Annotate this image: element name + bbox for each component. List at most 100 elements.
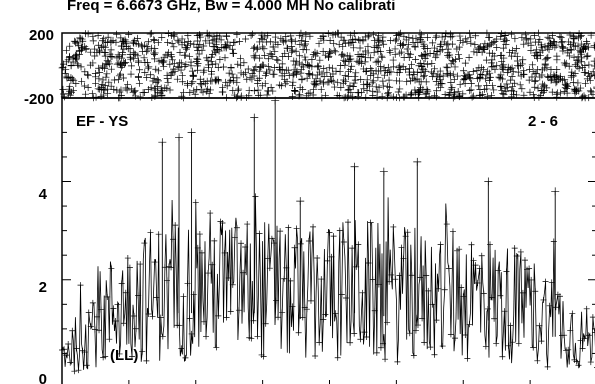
phase-point [430,65,438,73]
phase-point [474,82,482,90]
phase-point [474,45,482,53]
amp-spike-marker [350,162,359,171]
phase-point [213,31,221,39]
phase-point [534,84,542,92]
phase-point [304,61,312,69]
phase-point [582,45,590,53]
phase-point [205,31,213,39]
phase-point [152,79,160,87]
phase-point [526,65,534,73]
channel-range-label: 2 - 6 [528,113,558,130]
phase-point [267,83,275,91]
amp-point [398,244,405,251]
phase-point [194,56,202,64]
amp-point [63,352,70,359]
phase-point [222,32,230,40]
amp-point [233,224,240,231]
phase-point [551,74,559,82]
phase-point [261,33,269,41]
phase-point [296,90,304,98]
amp-point [139,348,146,355]
phase-point [517,72,525,80]
phase-point [370,49,378,57]
phase-point [426,49,434,57]
phase-point [355,36,363,44]
phase-point [375,31,382,39]
phase-point [500,37,508,45]
amp-point [445,265,452,272]
phase-point [533,52,541,60]
phase-point [136,66,144,74]
phase-point [235,85,243,93]
phase-point [285,52,293,60]
phase-point [273,56,281,64]
phase-point [395,64,403,72]
amp-point [342,295,349,302]
phase-point [168,53,176,61]
phase-point [89,37,97,45]
phase-point [373,93,381,101]
phase-point [134,52,142,60]
amp-point [135,292,142,299]
amp-point [273,297,279,304]
phase-point [212,60,220,68]
phase-point [325,78,333,86]
phase-point [127,55,135,63]
phase-point [586,77,594,85]
amp-point [207,210,214,217]
phase-point [131,36,139,44]
phase-point [484,67,492,75]
phase-point [261,71,269,79]
phase-point [385,76,393,84]
phase-point [188,80,196,88]
phase-point [378,53,386,61]
phase-point [260,45,268,53]
amp-point [194,244,201,251]
phase-point [122,38,130,46]
phase-point [418,53,426,61]
phase-point [314,62,322,70]
phase-point [406,71,414,79]
phase-point [575,64,583,72]
amp-point [456,246,463,253]
phase-point [590,41,595,49]
phase-point [506,48,514,56]
amp-point [291,244,298,251]
amp-point [305,238,312,245]
phase-point [123,86,131,94]
amp-point [497,292,504,299]
amp-point [312,353,319,360]
phase-point [227,76,235,84]
phase-point [335,40,343,48]
phase-point [302,40,310,48]
amp-point [437,241,444,248]
phase-point [158,33,166,41]
amp-point [161,264,168,271]
phase-point [448,57,456,65]
phase-point [171,67,179,75]
phase-point [396,29,404,37]
phase-point [456,81,464,89]
phase-point [301,53,309,61]
phase-point [127,70,135,78]
phase-point [74,60,82,68]
phase-point [430,70,438,78]
amp-point [505,342,512,349]
phase-point [168,40,176,48]
phase-point [420,72,428,80]
amp-point [466,321,473,328]
amp-point [75,367,82,374]
amp-point [124,255,131,262]
phase-point [476,74,484,82]
phase-point [372,42,380,50]
phase-point [531,77,539,85]
phase-point [468,93,476,101]
phase-point [569,79,577,87]
amp-point [441,286,448,293]
amp-point [227,308,234,315]
phase-point [507,65,515,73]
phase-point [428,60,436,68]
phase-point [157,57,165,65]
phase-point [107,65,115,73]
amp-point [474,280,481,287]
